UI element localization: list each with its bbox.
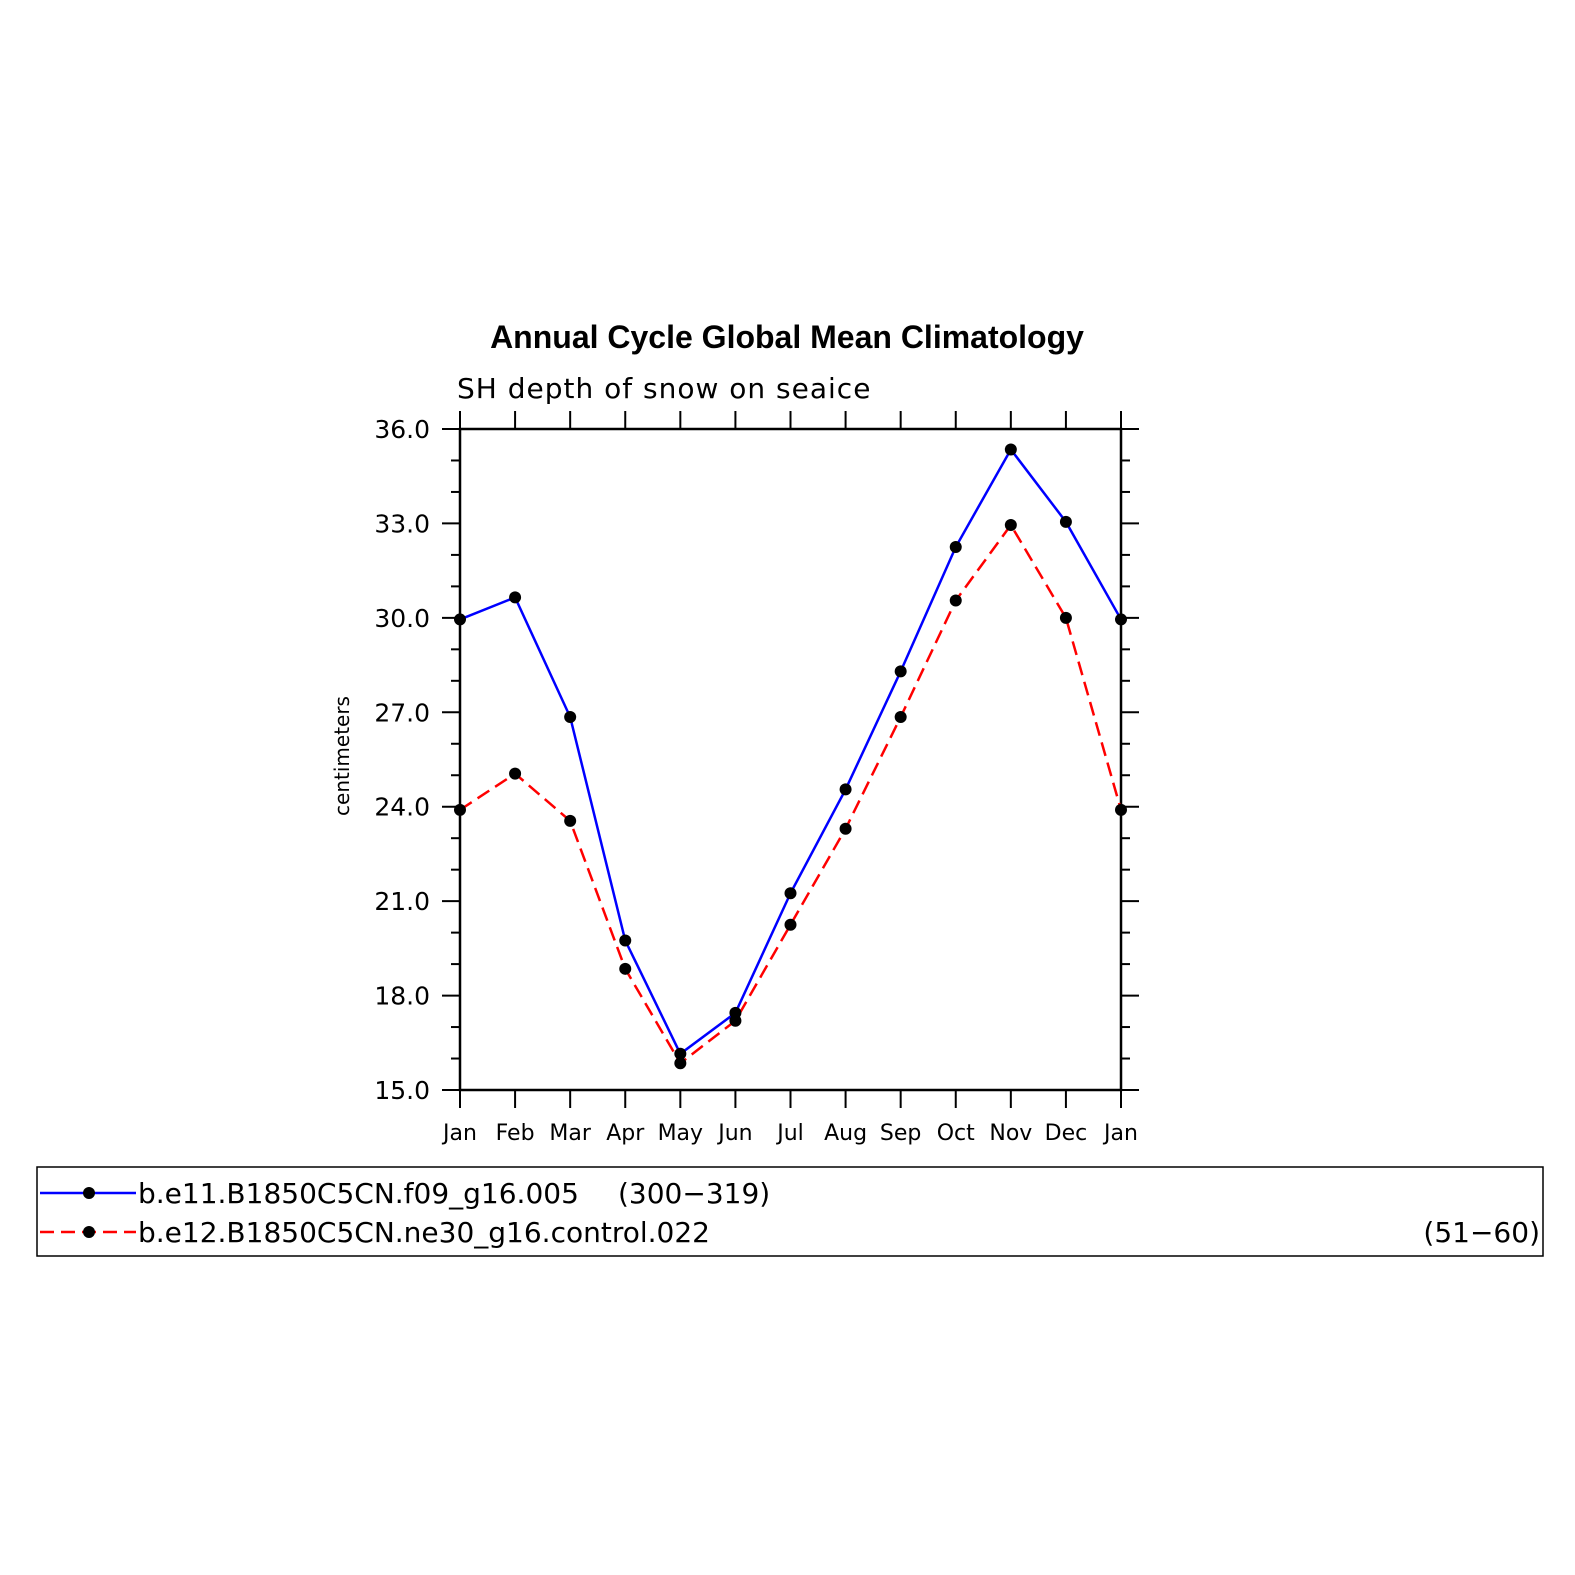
legend-years: (300−319) bbox=[618, 1177, 770, 1210]
data-point-series-1 bbox=[1115, 613, 1127, 626]
y-tick-label: 15.0 bbox=[374, 1076, 430, 1105]
data-point-series-1 bbox=[839, 783, 852, 796]
data-point-series-2 bbox=[1004, 519, 1017, 532]
data-point-series-1 bbox=[674, 1047, 687, 1060]
data-point-series-1 bbox=[894, 665, 907, 678]
series-line-1 bbox=[459, 447, 1123, 1056]
plot-frame bbox=[458, 427, 1123, 1092]
x-tick-label: Feb bbox=[496, 1121, 535, 1146]
plot-axes: 15.0 18.0 21.0 24.0 27.0 30.0 33.0 36.0 Jan Feb Ma… bbox=[374, 411, 1139, 1146]
data-point-series-1 bbox=[509, 591, 522, 604]
chart-subtitle: SH depth of snow on seaice bbox=[457, 372, 871, 405]
data-point-series-2 bbox=[894, 711, 907, 724]
x-tick-label: May bbox=[658, 1121, 703, 1146]
x-tick-label: Oct bbox=[937, 1121, 975, 1146]
data-point-series-2 bbox=[564, 814, 577, 827]
data-point-series-2 bbox=[784, 918, 797, 931]
y-tick-label: 21.0 bbox=[374, 887, 430, 916]
y-tick-label: 18.0 bbox=[374, 982, 430, 1011]
data-point-series-2 bbox=[839, 822, 852, 835]
data-point-series-1 bbox=[1059, 515, 1072, 528]
x-tick-label: Apr bbox=[606, 1121, 645, 1146]
y-tick-label: 36.0 bbox=[374, 415, 430, 444]
data-point-series-1 bbox=[1004, 443, 1017, 456]
y-axis-label: centimeters bbox=[330, 696, 354, 816]
data-point-series-1 bbox=[564, 711, 577, 724]
x-tick-label: Jan bbox=[441, 1121, 477, 1146]
x-tick-label: Sep bbox=[880, 1121, 921, 1146]
data-point-series-1 bbox=[784, 887, 797, 900]
data-point-series-1 bbox=[949, 541, 962, 554]
x-tick-label: Aug bbox=[824, 1121, 867, 1146]
y-tick-label: 27.0 bbox=[374, 698, 430, 727]
data-point-series-1 bbox=[619, 934, 632, 947]
legend-marker bbox=[83, 1187, 95, 1199]
legend-series-name: b.e11.B1850C5CN.f09_g16.005 bbox=[138, 1177, 579, 1210]
chart-title: Annual Cycle Global Mean Climatology bbox=[490, 319, 1084, 355]
y-tick-label: 30.0 bbox=[374, 604, 430, 633]
legend-box bbox=[36, 1166, 1544, 1257]
x-tick-label: Dec bbox=[1045, 1121, 1088, 1146]
data-point-series-1 bbox=[454, 613, 466, 626]
y-tick-label: 24.0 bbox=[374, 793, 430, 822]
x-tick-label: Jun bbox=[716, 1121, 752, 1146]
data-point-series-2 bbox=[949, 594, 962, 607]
series-line-2 bbox=[459, 522, 1123, 1066]
data-point-series-2 bbox=[674, 1057, 687, 1070]
data-point-series-2 bbox=[619, 962, 632, 975]
data-point-series-2 bbox=[729, 1014, 742, 1027]
legend-years: (51−60) bbox=[1423, 1216, 1540, 1249]
data-point-series-2 bbox=[1115, 803, 1127, 816]
x-tick-label: Jan bbox=[1102, 1121, 1138, 1146]
data-point-series-2 bbox=[1059, 611, 1072, 624]
legend: b.e11.B1850C5CN.f09_g16.005 b.e12.B1850C5… bbox=[36, 1166, 1544, 1257]
legend-series-name: b.e12.B1850C5CN.ne30_g16.control.022 bbox=[138, 1216, 710, 1249]
data-point-series-2 bbox=[509, 767, 522, 780]
data-point-series-2 bbox=[454, 803, 466, 816]
x-tick-label: Nov bbox=[989, 1121, 1032, 1146]
y-tick-label: 33.0 bbox=[374, 509, 430, 538]
x-tick-label: Mar bbox=[549, 1121, 591, 1146]
data-series bbox=[454, 443, 1127, 1070]
x-tick-label: Jul bbox=[775, 1121, 804, 1146]
legend-marker bbox=[83, 1226, 95, 1238]
